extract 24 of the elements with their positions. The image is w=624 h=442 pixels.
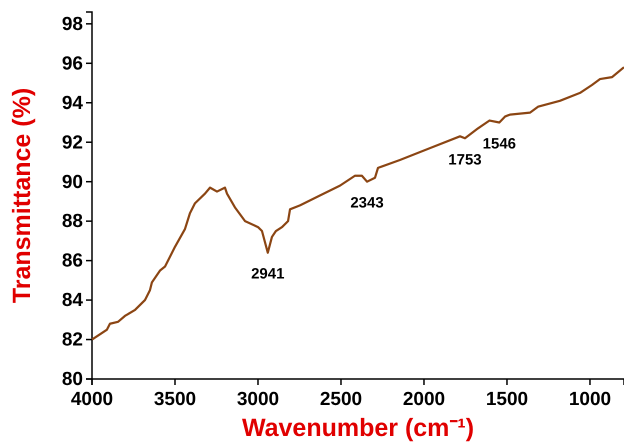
y-tick-label: 90 <box>62 172 83 193</box>
annotation: 1546 <box>482 135 516 152</box>
x-tick-label: 2000 <box>402 389 446 410</box>
y-tick-label: 94 <box>62 92 84 114</box>
y-tick-label: 88 <box>62 211 83 232</box>
annotation: 1753 <box>448 151 482 168</box>
y-tick-label: 92 <box>62 132 83 154</box>
x-tick-label: 1500 <box>486 389 528 410</box>
annotation: 2941 <box>251 266 284 283</box>
x-tick-label: 1000 <box>568 389 612 410</box>
line-series <box>90 66 624 341</box>
x-tick-label: 2500 <box>320 389 362 410</box>
x-axis-title: Wavenumber (cm⁻¹) <box>242 414 474 442</box>
y-tick-label: 98 <box>62 14 83 35</box>
y-tick-label: 80 <box>62 369 83 390</box>
x-tick-label: 3000 <box>236 389 280 410</box>
y-tick-label: 84 <box>62 290 84 312</box>
x-tick-label: 4000 <box>70 389 114 410</box>
y-tick-label: 96 <box>62 53 83 74</box>
y-axis-title: Transmittance (%) <box>8 88 36 304</box>
y-tick-label: 86 <box>62 250 83 272</box>
annotation: 2343 <box>350 194 384 212</box>
y-tick-label: 82 <box>62 330 83 351</box>
x-tick-label: 3500 <box>154 389 196 410</box>
